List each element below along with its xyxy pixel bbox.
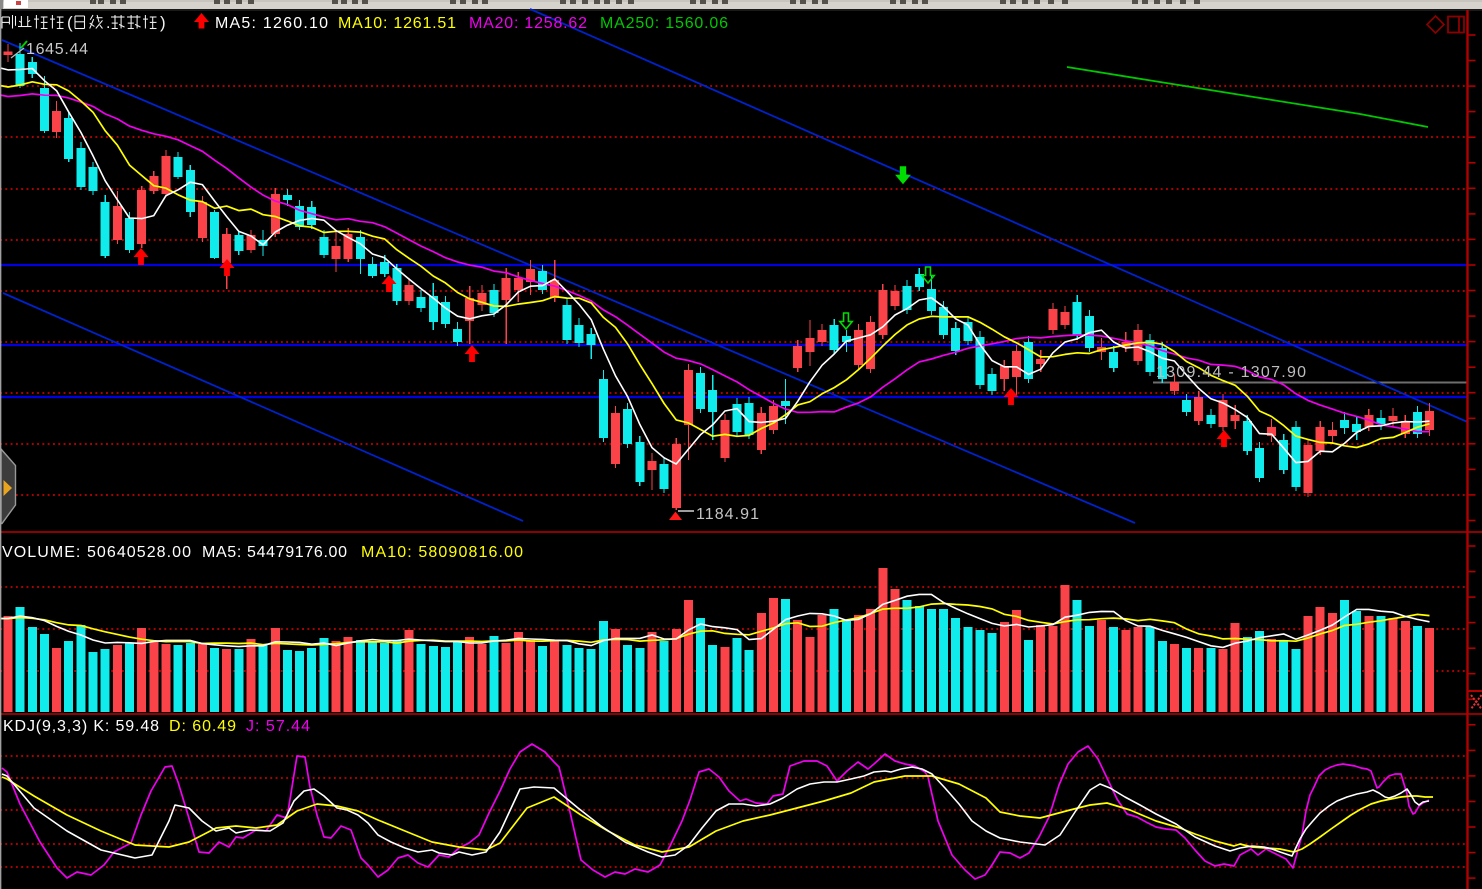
- svg-text:MA10: 1261.51: MA10: 1261.51: [338, 15, 456, 32]
- svg-text:MA5: 1260.10: MA5: 1260.10: [215, 15, 328, 32]
- svg-text:(: (: [67, 13, 73, 32]
- svg-text:J: 57.44: J: 57.44: [246, 718, 310, 735]
- svg-text:D: 60.49: D: 60.49: [169, 718, 236, 735]
- svg-text:MA10: 58090816.00: MA10: 58090816.00: [361, 544, 523, 561]
- svg-text:): ): [160, 13, 166, 32]
- svg-text:MA250: 1560.06: MA250: 1560.06: [600, 15, 728, 32]
- svg-text:.: .: [106, 15, 110, 32]
- svg-text:1184.91: 1184.91: [696, 506, 759, 523]
- svg-text:1645.44: 1645.44: [26, 41, 88, 58]
- svg-text:KDJ(9,3,3) K: 59.48: KDJ(9,3,3) K: 59.48: [3, 718, 159, 735]
- svg-text:MA5: 54479176.00: MA5: 54479176.00: [202, 544, 347, 561]
- svg-text:MA20: 1258.62: MA20: 1258.62: [469, 15, 587, 32]
- svg-text:VOLUME: 50640528.00: VOLUME: 50640528.00: [2, 544, 191, 561]
- svg-text:1309.44 - 1307.90: 1309.44 - 1307.90: [1156, 364, 1306, 381]
